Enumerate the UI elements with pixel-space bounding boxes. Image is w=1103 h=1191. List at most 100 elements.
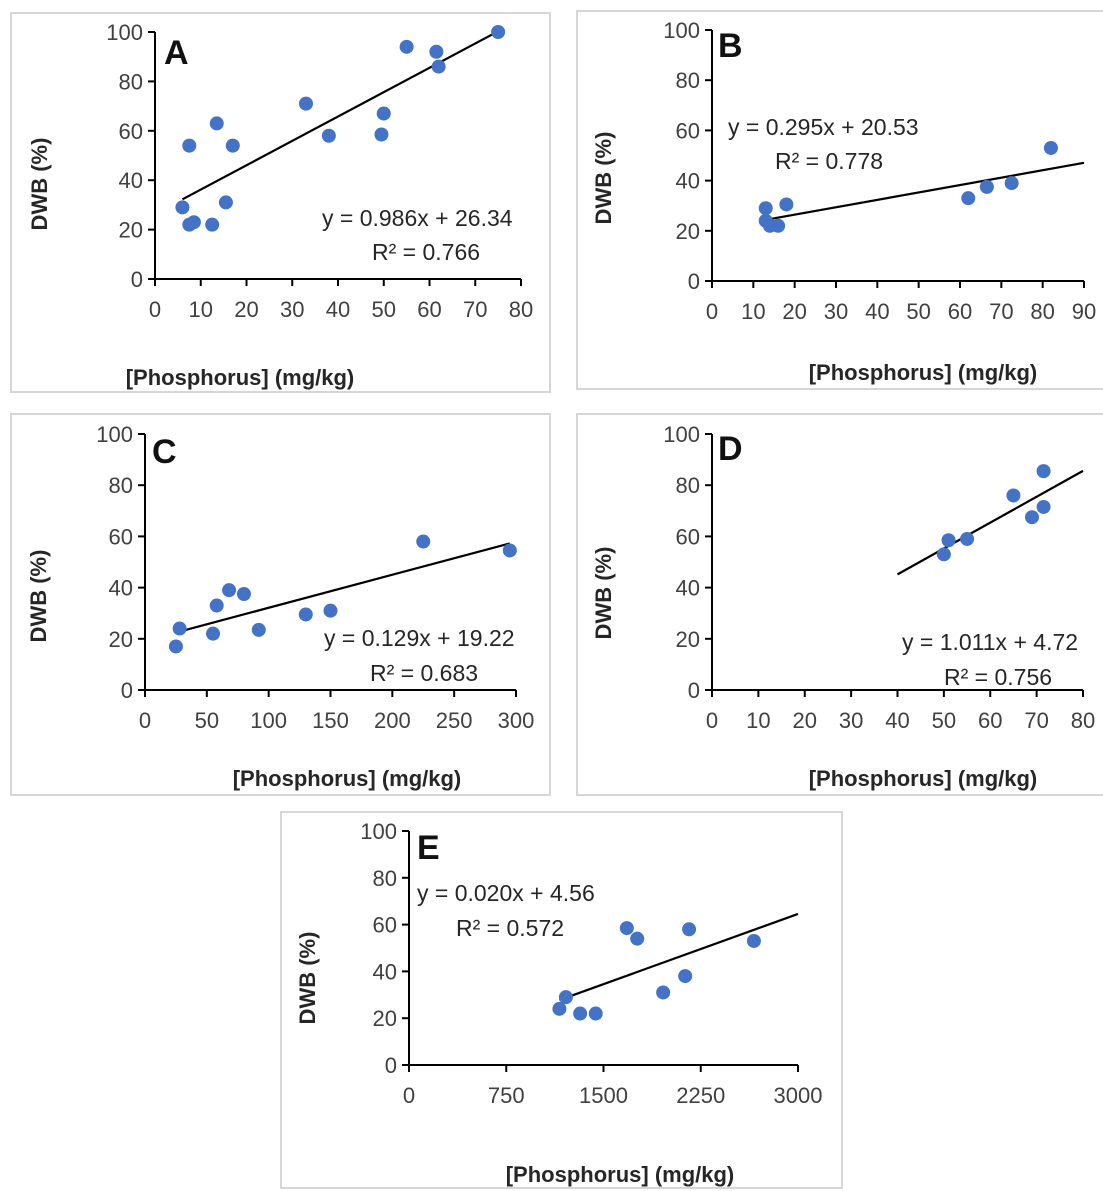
data-point: [218, 195, 233, 210]
x-tick-label: 70: [1024, 708, 1048, 733]
data-point: [552, 1001, 567, 1016]
trendline-equation: y = 0.986x + 26.34: [322, 205, 513, 231]
y-axis-label: DWB (%): [295, 932, 320, 1025]
data-point: [573, 1006, 588, 1021]
x-tick-label: 30: [280, 297, 304, 322]
data-point: [771, 218, 786, 233]
data-point: [175, 200, 190, 215]
data-point: [251, 622, 266, 637]
x-axis-label: [Phosphorus] (mg/kg): [809, 766, 1038, 791]
x-tick-label: 30: [839, 708, 863, 733]
x-axis-label: [Phosphorus] (mg/kg): [233, 766, 462, 791]
y-tick-label: 60: [676, 524, 700, 549]
data-point: [656, 985, 671, 1000]
trendline-equation: y = 0.020x + 4.56: [417, 880, 595, 906]
y-tick-label: 80: [373, 866, 397, 891]
y-tick-label: 20: [676, 219, 700, 244]
data-point: [1043, 140, 1058, 155]
data-point: [979, 179, 994, 194]
panel-A: 0 20 40 60 80 100 0 10 20 30 40 50 60 70 80 [Phosphorus…: [10, 12, 551, 393]
x-tick-label: 0: [403, 1083, 415, 1108]
y-tick-label: 80: [119, 69, 143, 94]
y-tick-label: 0: [688, 269, 700, 294]
y-tick-label: 100: [360, 819, 397, 844]
data-point: [961, 191, 976, 206]
trendline-equation: y = 0.129x + 19.22: [324, 625, 515, 651]
data-point: [1004, 176, 1019, 191]
x-tick-label: 50: [372, 297, 396, 322]
x-tick-label: 300: [498, 708, 535, 733]
data-point: [1024, 510, 1039, 525]
panel-E: 0 20 40 60 80 100 0 750 1500 2250 3000 [Phosphorus]…: [280, 811, 843, 1189]
trendline: [765, 161, 1085, 221]
x-tick-label: 20: [234, 297, 258, 322]
data-point: [205, 217, 220, 232]
y-tick-label: 60: [119, 119, 143, 144]
x-tick-label: 100: [250, 708, 287, 733]
data-point: [746, 933, 761, 948]
x-tick-label: 60: [417, 297, 441, 322]
x-tick-label: 70: [463, 297, 487, 322]
x-tick-label: 750: [488, 1083, 525, 1108]
data-point: [186, 215, 201, 230]
y-tick-label: 20: [373, 1006, 397, 1031]
x-tick-label: 80: [509, 297, 533, 322]
data-point: [431, 59, 446, 74]
y-tick-label: 100: [663, 18, 700, 43]
y-tick-label: 40: [676, 169, 700, 194]
y-tick-label: 60: [373, 913, 397, 938]
y-tick-label: 20: [109, 627, 133, 652]
y-tick-label: 40: [119, 168, 143, 193]
data-point: [236, 587, 251, 601]
trendline-equation: y = 0.295x + 20.53: [728, 114, 919, 140]
data-point: [960, 531, 975, 546]
y-tick-label: 100: [663, 422, 700, 447]
x-tick-label: 20: [782, 299, 806, 324]
x-tick-label: 60: [948, 299, 972, 324]
x-tick-label: 30: [824, 299, 848, 324]
r-squared-label: R² = 0.572: [456, 915, 564, 941]
x-tick-label: 250: [436, 708, 473, 733]
data-point: [758, 201, 773, 216]
panel-letter: D: [718, 430, 743, 468]
data-point: [502, 543, 517, 558]
x-tick-label: 0: [706, 299, 718, 324]
chart-svg: 0 20 40 60 80 100 0 10 20 30 40 50 60 70 80 [Phosphorus…: [591, 422, 1095, 791]
data-point: [429, 44, 444, 59]
data-point: [321, 128, 336, 143]
trendline-equation: y = 1.011x + 4.72: [902, 629, 1078, 655]
data-point: [936, 547, 951, 562]
x-tick-label: 10: [189, 297, 213, 322]
data-point: [941, 533, 956, 548]
y-tick-label: 60: [109, 524, 133, 549]
x-tick-label: 90: [1072, 299, 1096, 324]
data-point: [298, 96, 313, 111]
x-tick-label: 10: [741, 299, 765, 324]
y-tick-label: 100: [106, 20, 143, 45]
y-tick-label: 20: [119, 218, 143, 243]
chart-svg: 0 20 40 60 80 100 0 10 20 30 40 50 60 70 80 90 [Phosphor…: [591, 18, 1096, 385]
x-axis-label: [Phosphorus] (mg/kg): [809, 360, 1038, 385]
data-point: [491, 25, 506, 39]
data-point: [682, 922, 697, 937]
panel-letter: B: [718, 27, 743, 65]
data-point: [209, 598, 224, 613]
x-tick-label: 40: [326, 297, 350, 322]
y-tick-label: 60: [676, 118, 700, 143]
panel-D: 0 20 40 60 80 100 0 10 20 30 40 50 60 70 80 [Phosphorus…: [576, 413, 1103, 796]
x-tick-label: 50: [195, 708, 219, 733]
x-tick-label: 50: [906, 299, 930, 324]
y-tick-label: 80: [676, 68, 700, 93]
data-point: [619, 921, 634, 936]
chart-svg: 0 20 40 60 80 100 0 10 20 30 40 50 60 70 80 [Phosphorus…: [27, 20, 533, 390]
data-point: [630, 931, 645, 946]
x-tick-label: 40: [865, 299, 889, 324]
r-squared-label: R² = 0.683: [370, 660, 478, 686]
y-tick-label: 0: [131, 267, 143, 292]
data-point: [558, 990, 573, 1005]
data-point: [225, 138, 240, 153]
y-tick-label: 40: [373, 959, 397, 984]
data-point: [222, 583, 237, 598]
y-axis-label: DWB (%): [26, 550, 51, 643]
y-tick-label: 80: [676, 473, 700, 498]
